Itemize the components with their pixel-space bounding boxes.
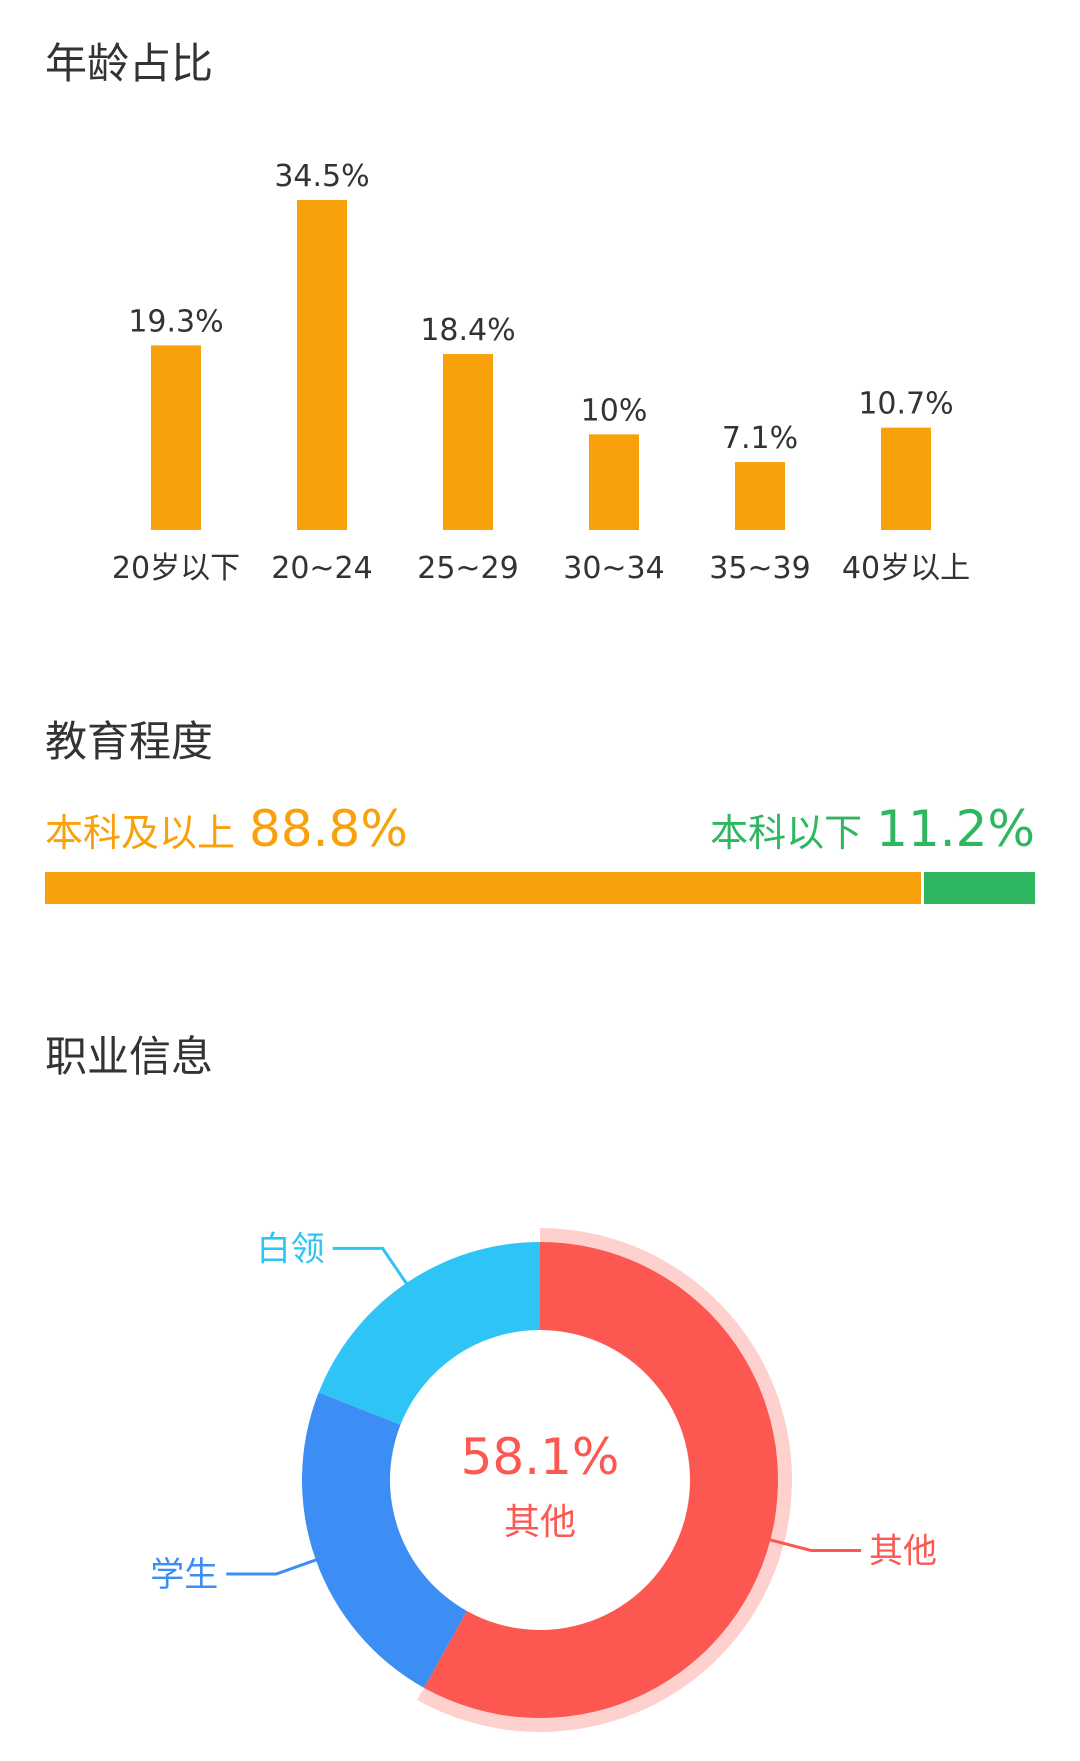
age-category-label: 35~39 [709, 551, 810, 586]
age-bar [881, 427, 931, 530]
donut-slice-label: 学生 [150, 1555, 218, 1595]
age-bar [735, 462, 785, 530]
donut-slice-label: 其他 [869, 1531, 937, 1571]
education-above-segment [45, 872, 922, 904]
education-below-value: 11.2% [876, 800, 1035, 858]
education-below-segment [924, 872, 1035, 904]
age-bar-value-label: 7.1% [722, 421, 798, 456]
education-above-value: 88.8% [249, 800, 408, 858]
education-section-title: 教育程度 [45, 717, 214, 766]
occupation-section-title: 职业信息 [45, 1032, 214, 1081]
donut-slice[interactable] [424, 1242, 778, 1718]
age-category-label: 30~34 [563, 551, 664, 586]
age-bar-value-label: 10% [581, 393, 648, 428]
age-category-label: 40岁以上 [842, 551, 970, 586]
age-bar-value-label: 10.7% [858, 387, 953, 422]
age-bar [443, 354, 493, 530]
age-category-label: 25~29 [417, 551, 518, 586]
age-bar [589, 434, 639, 530]
age-bar-chart: 19.3% 20岁以下 34.5% 20~24 18.4% 25~29 10% 30~34 7.… [112, 159, 970, 586]
education-above-legend: 本科及以上 88.8% [45, 800, 408, 858]
age-section-title: 年龄占比 [45, 39, 214, 88]
donut-leader-line [226, 1556, 322, 1576]
education-bar-chart: 本科及以上 88.8% 本科以下 11.2% [45, 800, 1035, 910]
age-bar [297, 200, 347, 530]
age-bar-value-label: 19.3% [128, 304, 223, 339]
age-bar [151, 345, 201, 530]
donut-slice[interactable] [301, 1392, 467, 1688]
donut-slice-label: 白领 [257, 1229, 325, 1269]
donut-leader-line [764, 1536, 861, 1552]
age-bar-value-label: 34.5% [274, 159, 369, 194]
education-below-label: 本科以下 [710, 811, 863, 855]
education-bar-divider [921, 872, 925, 904]
age-category-label: 20岁以下 [112, 551, 240, 586]
donut-center-label: 其他 [504, 1502, 576, 1543]
donut-leader-line [332, 1246, 411, 1289]
education-stacked-bar [45, 872, 1035, 904]
age-bar-value-label: 18.4% [420, 313, 515, 348]
donut-center-value: 58.1% [461, 1428, 620, 1486]
age-category-label: 20~24 [271, 551, 372, 586]
education-below-legend: 本科以下 11.2% [710, 800, 1035, 858]
donut-slice[interactable] [318, 1242, 540, 1425]
education-above-label: 本科及以上 [45, 811, 236, 855]
